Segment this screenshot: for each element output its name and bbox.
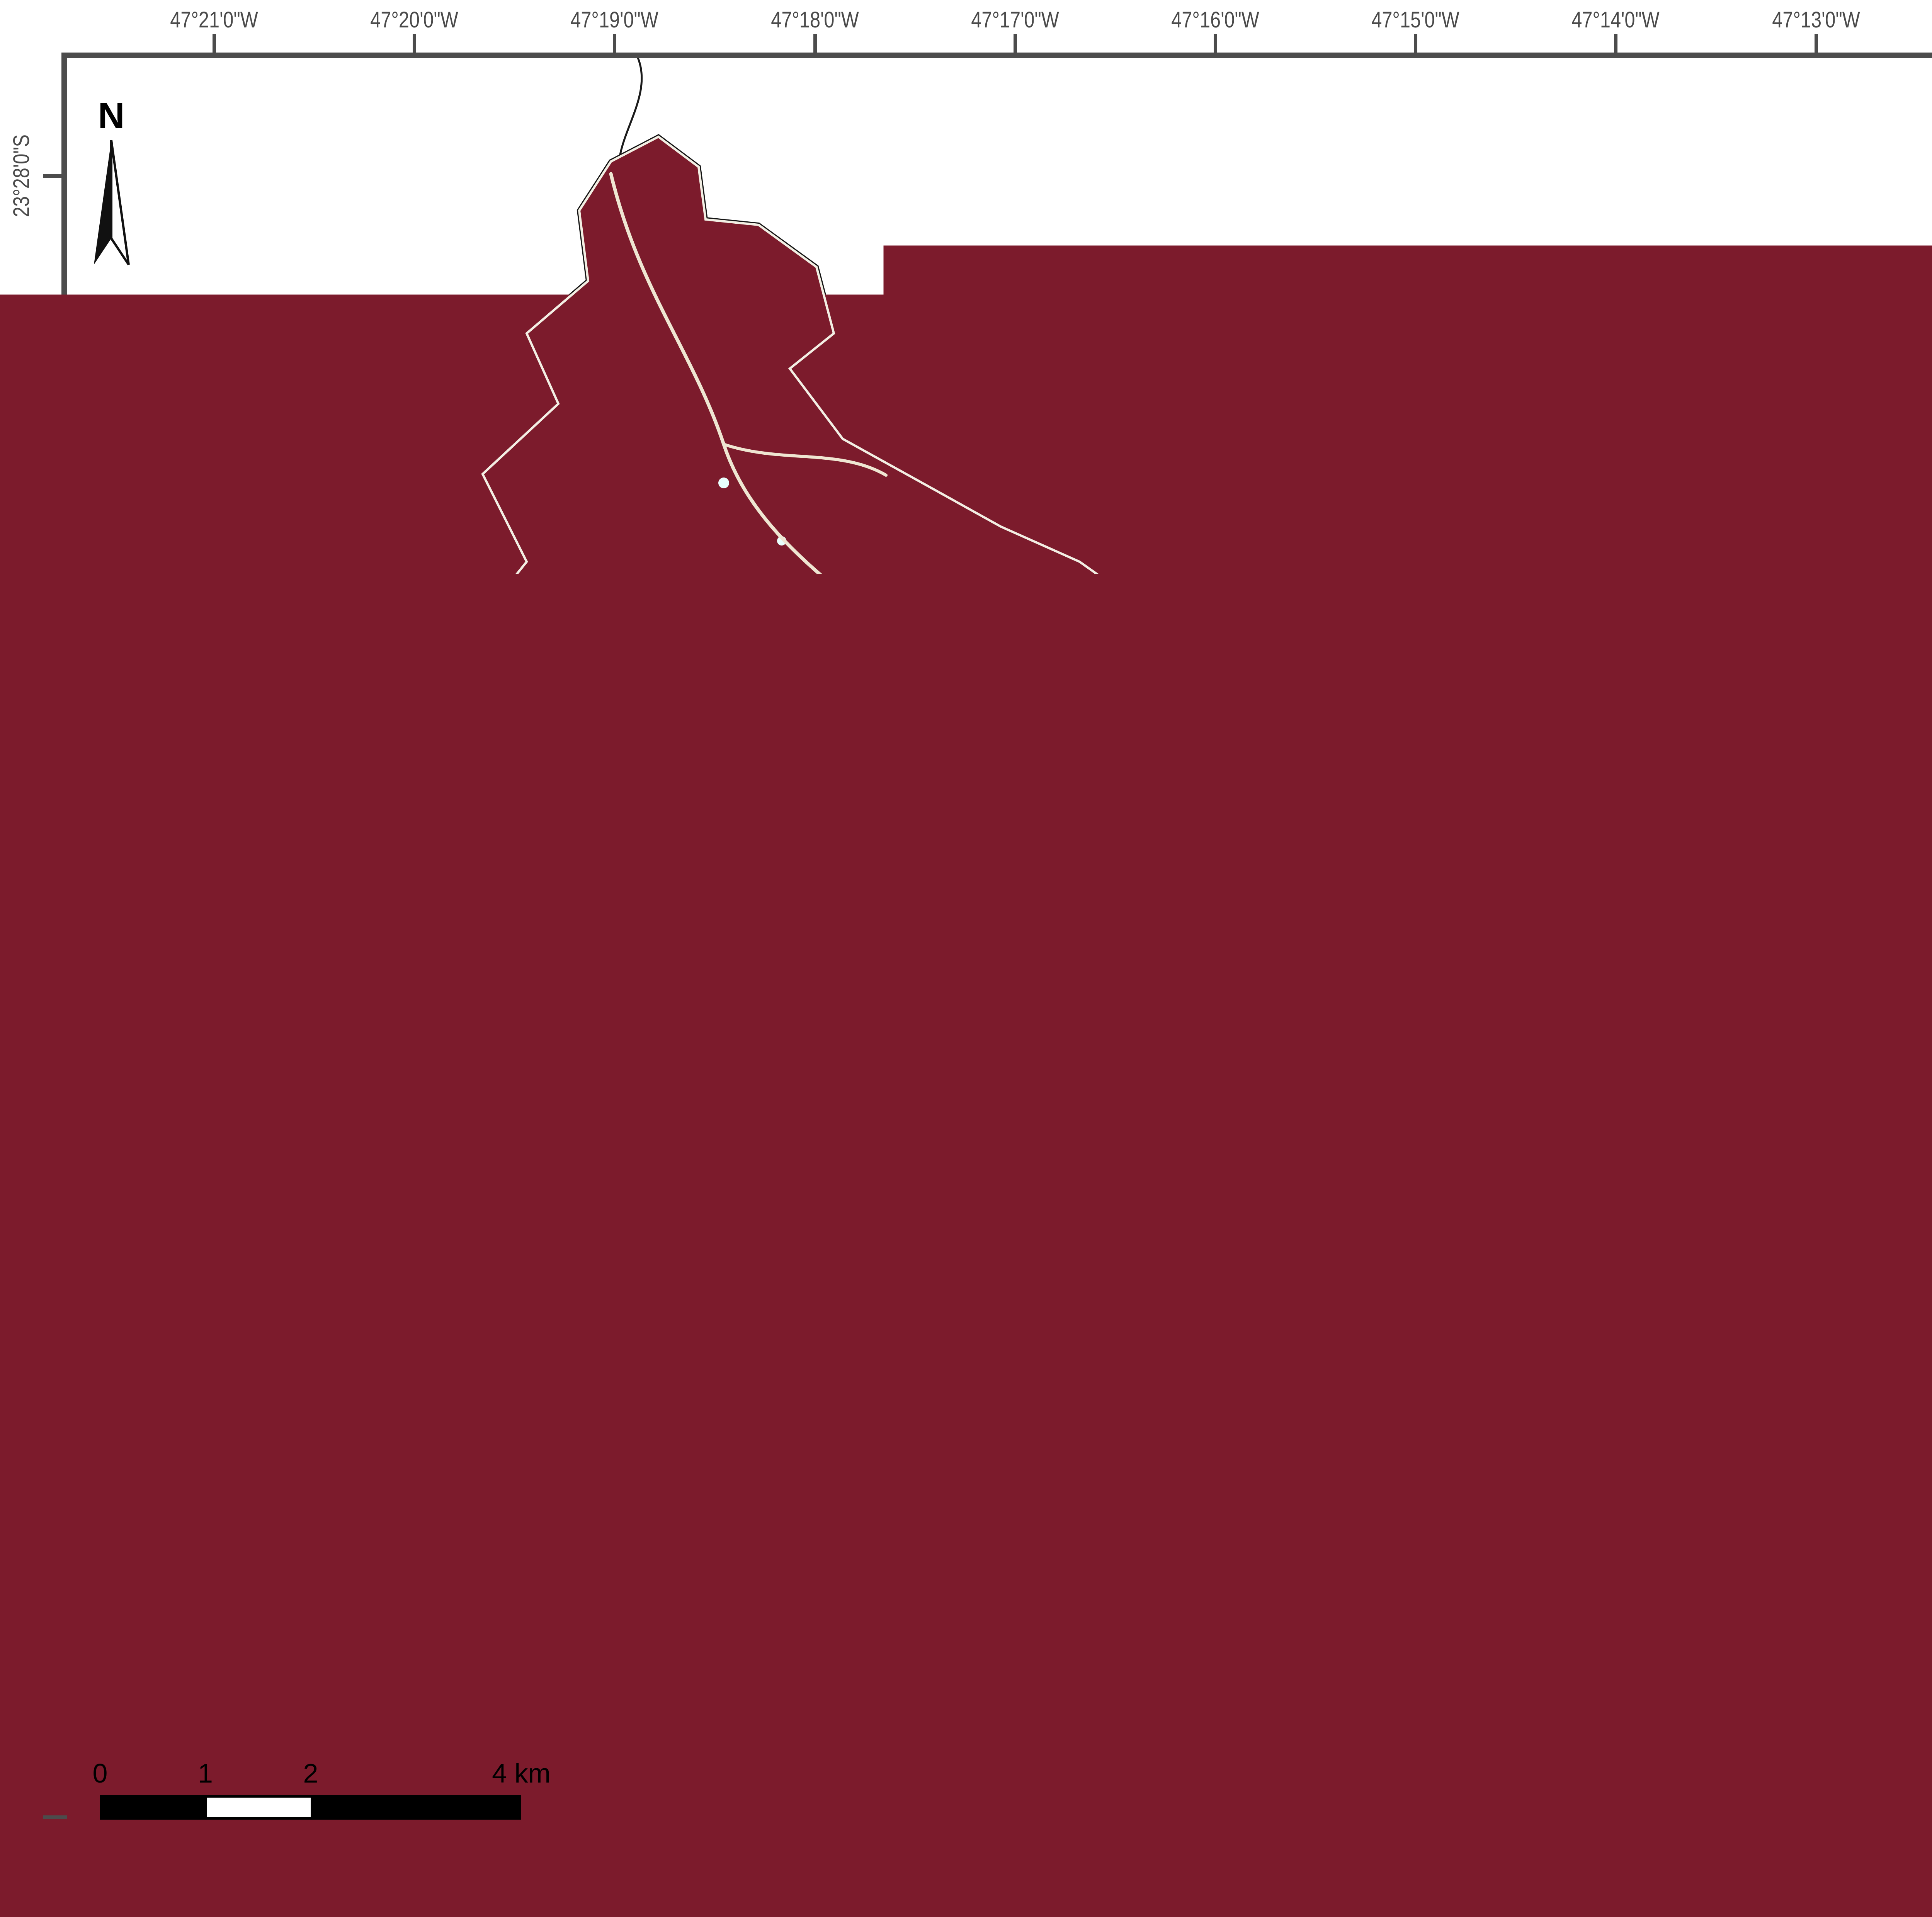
scale-bar: 0124 km	[100, 1754, 564, 1820]
graticule-tick-bottom	[1614, 1854, 1617, 1878]
graticule-label-bottom: 47°15'0"W	[1331, 1881, 1500, 1907]
scale-bar-graphic	[100, 1795, 521, 1820]
graticule-label-left: 23°30'0"S	[10, 502, 33, 671]
scale-bar-label: 0	[93, 1758, 108, 1789]
graticule-tick-left	[43, 995, 67, 998]
graticule-label-bottom: 47°13'0"W	[1731, 1881, 1900, 1907]
graticule-label-top: 47°20'0"W	[330, 7, 499, 33]
graticule-label-left: 23°36'0"S	[10, 1733, 33, 1902]
graticule-label-bottom: 47°14'0"W	[1531, 1881, 1700, 1907]
scale-bar-label: 2	[303, 1758, 318, 1789]
graticule-label-bottom: 47°18'0"W	[730, 1881, 899, 1907]
graticule-label-bottom: 47°16'0"W	[1131, 1881, 1300, 1907]
graticule-tick-top	[1014, 34, 1017, 58]
scale-bar-segment	[311, 1798, 519, 1817]
scale-bar-segment	[103, 1798, 207, 1817]
graticule-label-left: 23°31'0"S	[10, 707, 33, 876]
graticule-tick-left	[43, 1815, 67, 1819]
graticule-label-top: 47°21'0"W	[130, 7, 299, 33]
graticule-tick-bottom	[413, 1854, 416, 1878]
graticule-tick-top	[1815, 34, 1818, 58]
graticule-tick-left	[43, 1200, 67, 1203]
graticule-tick-bottom	[1414, 1854, 1417, 1878]
graticule-label-left: 23°35'0"S	[10, 1528, 33, 1696]
graticule-tick-top	[1614, 34, 1617, 58]
graticule-label-top: 47°15'0"W	[1331, 7, 1500, 33]
north-arrow-icon	[82, 137, 140, 272]
graticule-label-top: 47°17'0"W	[930, 7, 1099, 33]
graticule-tick-bottom	[813, 1854, 817, 1878]
graticule-tick-left	[43, 1405, 67, 1409]
scale-bar-label: 1	[198, 1758, 213, 1789]
map-layout-page: N 0 1 2 4 km 47°21'0"W 47°20'0"W 47°19'0"W 47°…	[0, 0, 1932, 1917]
graticule-tick-top	[1414, 34, 1417, 58]
graticule-label-bottom: 47°17'0"W	[930, 1881, 1099, 1907]
rapideye-mosaic	[67, 58, 1932, 1854]
graticule-tick-top	[213, 34, 216, 58]
graticule-label-left: 23°29'0"S	[10, 297, 33, 466]
graticule-tick-top	[813, 34, 817, 58]
graticule-tick-top	[613, 34, 616, 58]
graticule-tick-left	[43, 379, 67, 383]
graticule-tick-left	[43, 1610, 67, 1614]
graticule-label-left: 23°33'0"S	[10, 1117, 33, 1286]
graticule-label-top: 47°13'0"W	[1731, 7, 1900, 33]
scale-bar-label: 4 km	[492, 1758, 551, 1789]
graticule-tick-bottom	[1815, 1854, 1818, 1878]
graticule-label-top: 47°16'0"W	[1131, 7, 1300, 33]
graticule-label-top: 47°18'0"W	[730, 7, 899, 33]
north-label: N	[82, 95, 140, 137]
graticule-label-bottom: 47°21'0"W	[130, 1881, 299, 1907]
graticule-label-top: 47°19'0"W	[530, 7, 699, 33]
graticule-tick-top	[1214, 34, 1217, 58]
map-frame: N 0 1 2 4 km	[61, 53, 1932, 1860]
graticule-tick-left	[43, 585, 67, 588]
graticule-label-left: 23°34'0"S	[10, 1322, 33, 1491]
graticule-label-left: 23°32'0"S	[10, 912, 33, 1081]
graticule-label-bottom: 47°19'0"W	[530, 1881, 699, 1907]
graticule-label-bottom: 47°20'0"W	[330, 1881, 499, 1907]
graticule-tick-left	[43, 790, 67, 793]
graticule-tick-top	[413, 34, 416, 58]
graticule-tick-bottom	[213, 1854, 216, 1878]
graticule-tick-bottom	[1014, 1854, 1017, 1878]
graticule-label-top: 47°14'0"W	[1531, 7, 1700, 33]
satellite-map-canvas	[67, 58, 1932, 1854]
graticule-tick-bottom	[1214, 1854, 1217, 1878]
scale-bar-labels: 0124 km	[100, 1754, 564, 1793]
graticule-label-left: 23°28'0"S	[10, 92, 33, 260]
graticule-tick-bottom	[613, 1854, 616, 1878]
graticule-tick-left	[43, 174, 67, 178]
